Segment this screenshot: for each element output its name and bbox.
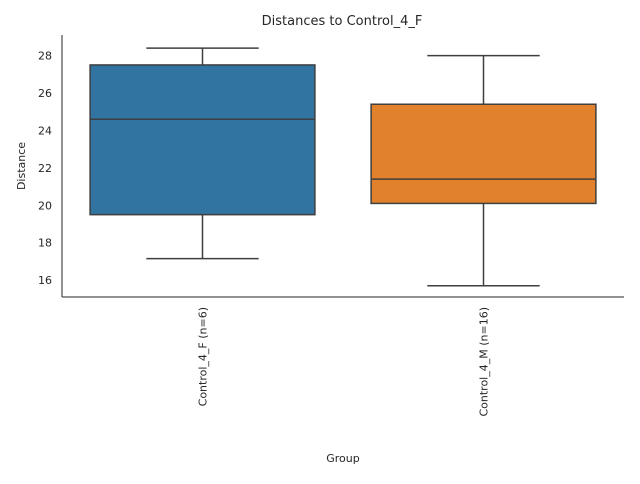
- plot-area: 16 18 20 22 24 26 28 Control_4_F (n=6) Control_4…: [38, 35, 624, 417]
- box-1: [89, 64, 316, 216]
- x-tick-label: Control_4_F (n=6): [197, 307, 210, 406]
- y-axis-label: Distance: [15, 142, 28, 190]
- chart-title: Distances to Control_4_F: [262, 14, 423, 29]
- x-tick-label: Control_4_M (n=16): [478, 307, 491, 417]
- y-tick-label: 26: [38, 87, 52, 100]
- y-tick-label: 18: [38, 237, 52, 250]
- y-tick-label: 16: [38, 274, 52, 287]
- box-2: [370, 103, 597, 205]
- y-tick-label: 28: [38, 50, 52, 63]
- x-axis-label: Group: [326, 452, 360, 465]
- y-tick-label: 24: [38, 124, 52, 137]
- y-tick-label: 22: [38, 162, 52, 175]
- y-tick-label: 20: [38, 199, 52, 212]
